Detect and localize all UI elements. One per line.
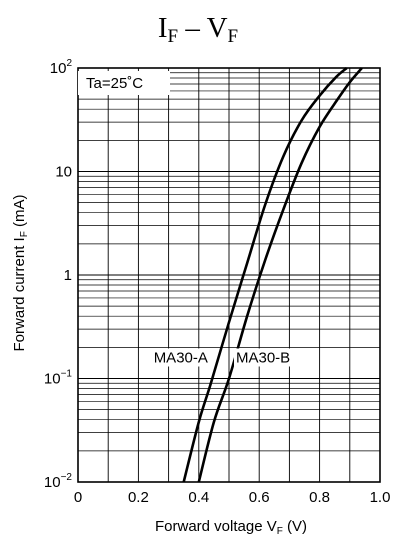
y-tick-label: 10−1 (44, 369, 73, 388)
y-tick-label: 1 (64, 267, 72, 284)
series-label-ma30-b: MA30-B (236, 350, 290, 367)
grid (78, 68, 380, 482)
x-tick-label: 0.2 (128, 489, 149, 506)
series-label-bg (234, 348, 302, 367)
series-label-ma30-a: MA30-A (154, 350, 208, 367)
y-tick-label: 10−2 (44, 472, 73, 491)
y-axis-label: Forward current IF (mA) (11, 195, 30, 352)
y-tick-label: 10 (55, 164, 72, 181)
chart-title: IF – VF (158, 12, 238, 47)
curves: MA30-A MA30-B (141, 66, 363, 483)
tick-labels: 0 0.2 0.4 0.6 0.8 1.0 10−2 10−1 1 10 102 (44, 58, 391, 506)
x-tick-label: 0.6 (249, 489, 270, 506)
x-tick-label: 0.4 (188, 489, 209, 506)
y-tick-label: 102 (50, 58, 73, 77)
x-tick-label: 0.8 (309, 489, 330, 506)
x-axis-label: Forward voltage VF (V) (155, 518, 307, 537)
series-line-ma30-b (197, 67, 363, 483)
x-tick-label: 0 (74, 489, 82, 506)
condition-label: Ta=25˚C (86, 75, 143, 92)
series-label-bg (141, 348, 210, 367)
plot-frame (77, 67, 381, 483)
series-line-ma30-a (182, 66, 348, 483)
x-tick-label: 1.0 (370, 489, 391, 506)
condition-box-bg (78, 71, 170, 95)
